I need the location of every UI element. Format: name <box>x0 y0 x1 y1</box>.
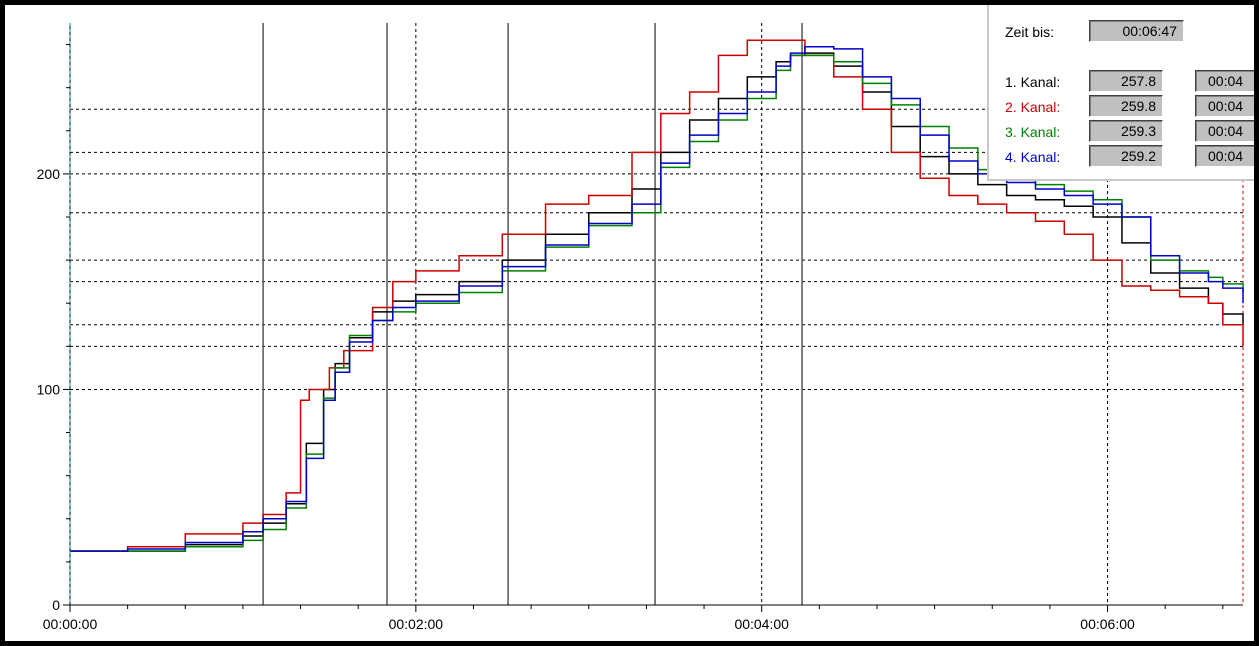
zeit-bis-row: Zeit bis: 00:06:47 <box>989 20 1254 44</box>
x-tick-label-2: 00:04:00 <box>734 616 789 632</box>
series-line-2 <box>70 39 1244 552</box>
channel-row-4: 4. Kanal: 259.2 00:04 <box>989 145 1254 169</box>
channel-time-3: 00:04 <box>1195 120 1254 142</box>
series-lines <box>70 39 1244 552</box>
axes: 00:00:00 00:02:00 00:04:00 00:06:00 0 100 200 <box>37 23 1243 632</box>
channel-value-4: 259.2 <box>1089 145 1163 167</box>
y-tick-label-2: 200 <box>37 166 61 182</box>
channel-value-1: 257.8 <box>1089 70 1163 92</box>
channel-value-2: 259.8 <box>1089 95 1163 117</box>
channel-label-2: 2. Kanal: <box>1005 99 1061 115</box>
x-tick-label-1: 00:02:00 <box>389 616 444 632</box>
channel-time-4: 00:04 <box>1195 145 1254 167</box>
channel-value-3: 259.3 <box>1089 120 1163 142</box>
channel-row-3: 3. Kanal: 259.3 00:04 <box>989 120 1254 144</box>
channel-row-2: 2. Kanal: 259.8 00:04 <box>989 95 1254 119</box>
channel-row-1: 1. Kanal: 257.8 00:04 <box>989 70 1254 94</box>
y-tick-label-0: 0 <box>52 597 60 613</box>
readout-panel: Zeit bis: 00:06:47 1. Kanal: 257.8 00:04… <box>987 5 1254 181</box>
channel-label-3: 3. Kanal: <box>1005 124 1061 140</box>
line-chart: 00:00:00 00:02:00 00:04:00 00:06:00 0 100 200 <box>37 23 1244 632</box>
channel-label-4: 4. Kanal: <box>1005 149 1061 165</box>
channel-time-2: 00:04 <box>1195 95 1254 117</box>
x-tick-label-0: 00:00:00 <box>43 616 98 632</box>
channel-time-1: 00:04 <box>1195 70 1254 92</box>
series-line-4 <box>70 45 1244 552</box>
zeit-bis-field: 00:06:47 <box>1089 20 1184 42</box>
channel-label-1: 1. Kanal: <box>1005 74 1061 90</box>
y-tick-label-1: 100 <box>37 381 61 397</box>
x-tick-label-3: 00:06:00 <box>1080 616 1135 632</box>
chart-window: 00:00:00 00:02:00 00:04:00 00:06:00 0 100 200 … <box>5 5 1254 641</box>
time-markers <box>262 23 803 605</box>
zeit-bis-label: Zeit bis: <box>1005 24 1055 40</box>
